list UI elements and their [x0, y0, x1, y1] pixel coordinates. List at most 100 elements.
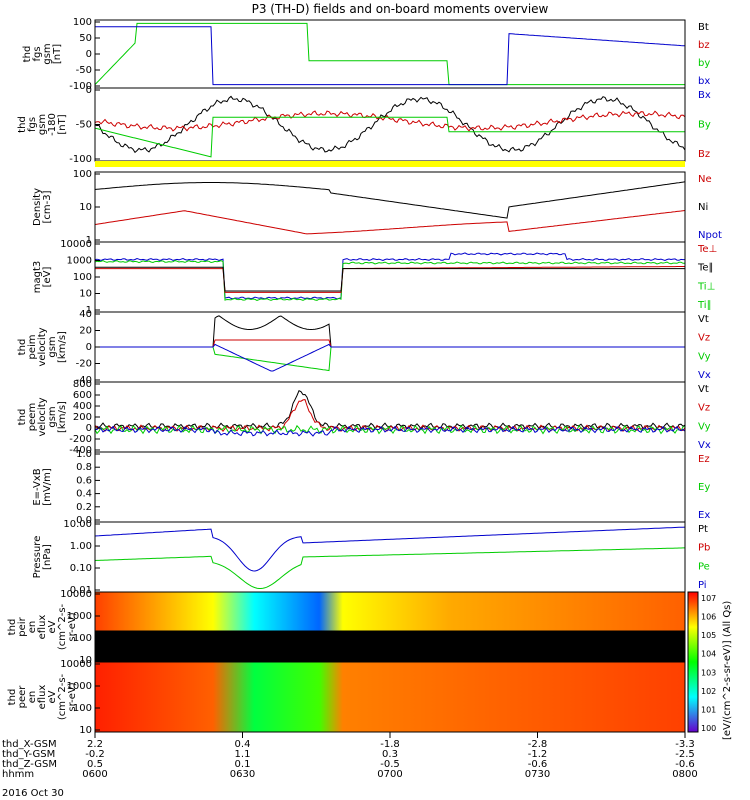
colorbar [687, 591, 699, 733]
legend-entry: Te⊥ [697, 244, 717, 255]
y-axis-label: peer [17, 685, 28, 709]
legend-entry: Pt [698, 524, 708, 535]
x-tick-label: -0.6 [528, 759, 548, 770]
x-tick-label: 2.2 [87, 739, 103, 750]
y-axis-label: peem [27, 403, 38, 431]
legend-entry: Ex [698, 510, 710, 521]
y-tick-label: 10000 [60, 239, 92, 250]
y-tick-label: 100 [73, 169, 92, 180]
x-axis: thd_X-GSM 2.2 0.4 -1.8 -2.8 -3.3 thd_Y-GSM -0.2… [2, 732, 698, 780]
y-axis-label: gsm [37, 114, 48, 135]
legend-entry: Vx [698, 440, 711, 451]
y-tick-label: -20 [76, 359, 92, 370]
series-line-2 [94, 110, 686, 132]
colorbar-tick-label: 103 [701, 668, 716, 677]
legend-entry: Vz [698, 403, 710, 414]
y-axis-label: sr-eV) [67, 682, 78, 711]
legend-entry: Vy [698, 421, 711, 432]
x-tick-label: -0.6 [675, 759, 695, 770]
y-tick-label: -100 [69, 81, 92, 92]
y-axis-label: en [27, 621, 38, 634]
y-tick-label: 100 [73, 633, 92, 644]
y-tick-label: 100 [73, 703, 92, 714]
y-axis-label: [mV/m] [42, 468, 53, 506]
y-axis-label: [eV] [42, 267, 53, 288]
mode-bar [95, 161, 685, 167]
y-tick-label: 200 [73, 412, 92, 423]
y-tick-label: -40 [76, 375, 92, 386]
x-tick-label: -2.5 [675, 749, 695, 760]
legend-entry: Vx [698, 370, 711, 381]
y-axis-label: thd [7, 619, 18, 636]
y-axis-label: en [27, 691, 38, 704]
figure-title: P3 (TH-D) fields and on-board moments ov… [252, 2, 549, 16]
y-axis-label: thd [17, 339, 28, 356]
y-axis-label: (cm^2-s- [57, 603, 68, 650]
x-tick-label: 0800 [672, 769, 697, 780]
y-axis-label: thd [17, 116, 28, 133]
y-tick-label: 1000 [67, 611, 92, 622]
y-tick-label: 0.2 [76, 502, 92, 513]
legend-entry: Vt [698, 314, 709, 325]
legend-entry: Ne [698, 174, 712, 185]
x-tick-label: 0.3 [382, 749, 398, 760]
legend-entry: Vy [698, 351, 711, 362]
y-tick-label: 1000 [67, 681, 92, 692]
y-tick-label: -400 [69, 445, 92, 456]
y-axis-label: eflux [37, 685, 48, 710]
panel-5: 40 20 0 -20 -40 thd peim velocity gsm [km/s] Vt Vz V… [17, 309, 711, 386]
y-tick-label: 10 [79, 289, 92, 300]
series-line-1 [95, 315, 685, 348]
heatmap-noise-floor [95, 630, 685, 662]
y-axis-label: [km/s] [57, 401, 68, 433]
x-tick-label: 0600 [82, 769, 107, 780]
legend-entry: Pe [698, 561, 710, 572]
colorbar-tick-label: 105 [701, 631, 716, 640]
legend-entry: Ez [698, 454, 710, 465]
series-line-2 [94, 260, 685, 301]
panel-frame [94, 451, 686, 523]
y-axis-label: Pressure [32, 536, 43, 579]
panel-7: 1.0 0.8 0.6 0.4 0.2 0.0 E=-VxB [mV/m] Ez Ey Ex [32, 449, 710, 526]
x-axis-row-label: thd_X-GSM [2, 739, 57, 750]
panel-9: 10000 1000 100 10 thd peir en eflux eV (cm^2-s-sr… [7, 589, 686, 666]
colorbar-label: [eV/(cm^2-s-sr-eV)] (All Qs) [722, 601, 733, 740]
legend-entry: By [698, 120, 711, 131]
legend-entry: bz [698, 40, 710, 51]
y-axis-label: E=-VxB [32, 468, 43, 505]
x-tick-label: -0.2 [85, 749, 105, 760]
series-line-1 [94, 526, 686, 572]
y-axis-label: velocity [37, 327, 48, 366]
series-line-2 [94, 210, 686, 235]
y-axis-label: magt3 [32, 261, 43, 294]
panel-frame [94, 19, 686, 89]
x-axis-row-label: hhmm [2, 769, 34, 780]
series-line-1 [94, 22, 685, 86]
x-tick-label: -2.8 [528, 739, 548, 750]
y-axis-label: thd [22, 46, 33, 63]
y-tick-label: 10000 [60, 589, 92, 600]
y-axis-label: gsm [47, 336, 58, 357]
y-tick-label: 0 [86, 49, 92, 60]
x-tick-label: -1.2 [528, 749, 548, 760]
y-tick-label: 400 [73, 401, 92, 412]
y-tick-label: 0.6 [76, 475, 92, 486]
series-line-3 [95, 266, 685, 293]
colorbar-tick-label: 107 [701, 594, 716, 603]
y-tick-label: 1 [86, 305, 92, 316]
y-axis-label: gsm [42, 43, 53, 64]
series-line-2 [94, 399, 686, 433]
colorbar-tick-label: 102 [701, 687, 716, 696]
series-line-1 [94, 252, 685, 300]
y-axis-label: Density [32, 188, 43, 226]
series-line-3 [95, 346, 685, 372]
panel-frame [94, 381, 686, 453]
x-axis-row-label: thd_Z-GSM [2, 759, 57, 770]
x-tick-label: 0700 [377, 769, 402, 780]
colorbar-tick-label: 100 [701, 724, 716, 733]
y-tick-label: 10 [79, 655, 92, 666]
series-line-4 [95, 343, 685, 372]
